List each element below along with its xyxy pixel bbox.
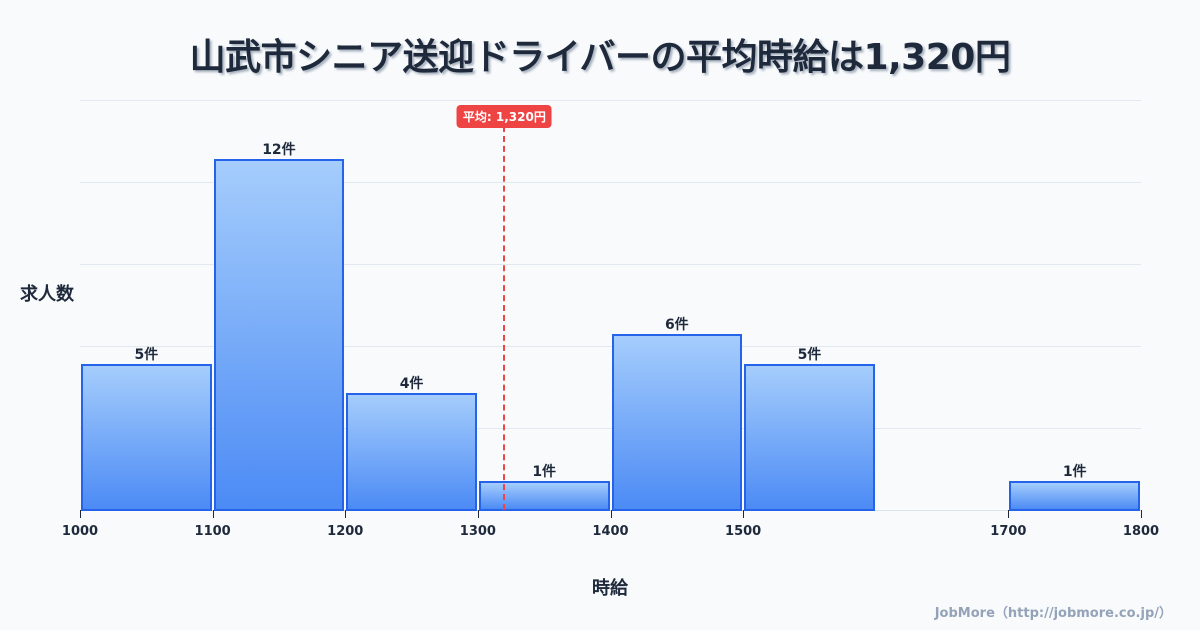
x-axis-baseline (80, 510, 1141, 511)
x-tick-mark (478, 510, 479, 518)
histogram-bar (1009, 480, 1140, 511)
x-axis-label: 時給 (592, 578, 628, 599)
bar-value-label: 1件 (1062, 463, 1087, 480)
bar-value-label: 6件 (664, 317, 689, 334)
y-axis-label: 求人数 (20, 284, 74, 305)
x-tick-mark (1008, 510, 1009, 518)
gridline (80, 182, 1141, 183)
gridline (80, 100, 1141, 101)
chart-title: 山武市シニア送迎ドライバーの平均時給は1,320円 (189, 37, 1011, 78)
x-tick-label: 1200 (327, 524, 364, 539)
gridline (80, 346, 1141, 347)
histogram-bar (346, 392, 477, 511)
bar-value-label: 5件 (797, 346, 822, 363)
x-tick-label: 1100 (194, 524, 231, 539)
histogram-bar (744, 363, 875, 511)
bar-value-label: 4件 (399, 375, 424, 392)
x-tick-mark (743, 510, 744, 518)
x-tick-label: 1700 (990, 524, 1027, 539)
footer-credit: JobMore（http://jobmore.co.jp/） (934, 606, 1172, 621)
x-tick-mark (611, 510, 612, 518)
gridline (80, 264, 1141, 265)
histogram-bar (611, 334, 743, 511)
bar-value-label: 12件 (262, 141, 296, 158)
x-tick-label: 1500 (725, 524, 762, 539)
x-tick-label: 1300 (459, 524, 496, 539)
gridline (80, 428, 1141, 429)
bar-value-label: 1件 (532, 463, 557, 480)
plot-area (80, 100, 1141, 511)
histogram-bar (213, 158, 345, 511)
x-tick-mark (1141, 510, 1142, 518)
x-tick-label: 1800 (1122, 524, 1160, 539)
x-tick-mark (213, 510, 214, 518)
x-tick-mark (345, 510, 346, 518)
mean-badge: 平均: 1,320円 (456, 105, 552, 128)
histogram-bar (81, 363, 212, 511)
bar-value-label: 5件 (134, 346, 159, 363)
x-tick-label: 1400 (592, 524, 629, 539)
x-tick-mark (80, 510, 81, 518)
x-tick-label: 1000 (61, 524, 99, 539)
mean-line (503, 126, 506, 510)
histogram-bar (478, 480, 610, 511)
